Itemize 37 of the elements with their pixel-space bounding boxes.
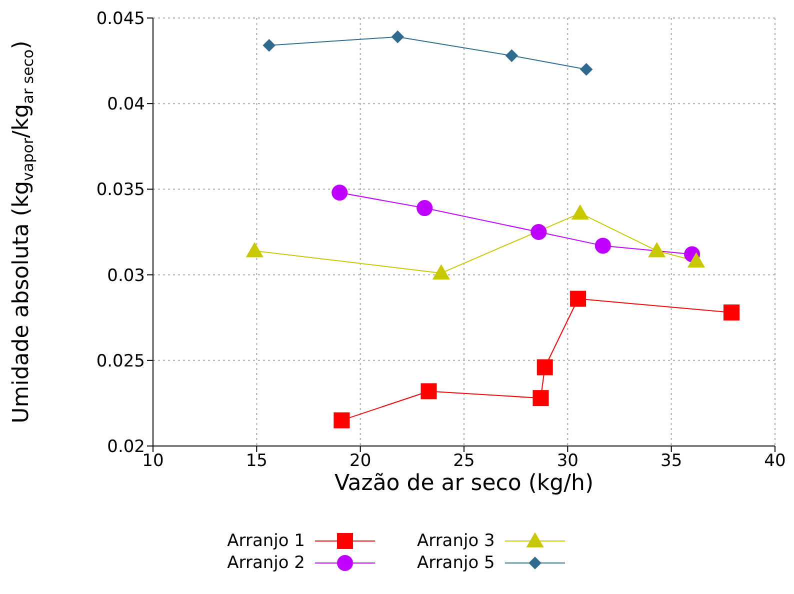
y-tick-label: 0.04 bbox=[107, 94, 145, 115]
point bbox=[594, 238, 611, 254]
legend-label: Arranjo 1 bbox=[227, 531, 305, 551]
point bbox=[648, 242, 666, 258]
point bbox=[687, 252, 706, 268]
x-tick-label: 40 bbox=[764, 451, 786, 472]
point bbox=[532, 390, 549, 406]
legend-label: Arranjo 3 bbox=[417, 531, 495, 551]
point bbox=[571, 204, 589, 220]
x-tick-label: 10 bbox=[142, 451, 164, 472]
point bbox=[334, 412, 350, 428]
x-tick-label: 20 bbox=[350, 451, 372, 472]
point bbox=[332, 184, 348, 201]
point bbox=[416, 200, 433, 216]
y-tick-label: 0.035 bbox=[96, 180, 145, 200]
point bbox=[262, 38, 276, 52]
point bbox=[391, 30, 404, 44]
point bbox=[723, 304, 740, 320]
point bbox=[420, 383, 437, 400]
point bbox=[536, 359, 553, 376]
point bbox=[505, 49, 518, 62]
legend-label: Arranjo 5 bbox=[417, 553, 495, 573]
point bbox=[246, 242, 264, 258]
x-tick-label: 25 bbox=[453, 451, 475, 472]
x-axis-title: Vazão de ar seco (kg/h) bbox=[334, 471, 594, 496]
point bbox=[432, 264, 450, 280]
legend-label: Arranjo 2 bbox=[227, 553, 305, 573]
point bbox=[570, 290, 586, 307]
y-tick-label: 0.025 bbox=[96, 351, 145, 372]
x-tick-label: 30 bbox=[556, 451, 578, 472]
y-tick-label: 0.045 bbox=[96, 9, 145, 30]
x-tick-label: 35 bbox=[660, 451, 682, 472]
point bbox=[530, 224, 547, 240]
y-tick-label: 0.03 bbox=[107, 266, 145, 286]
point bbox=[580, 62, 593, 76]
y-tick-label: 0.02 bbox=[107, 437, 145, 458]
x-tick-label: 15 bbox=[246, 451, 268, 472]
